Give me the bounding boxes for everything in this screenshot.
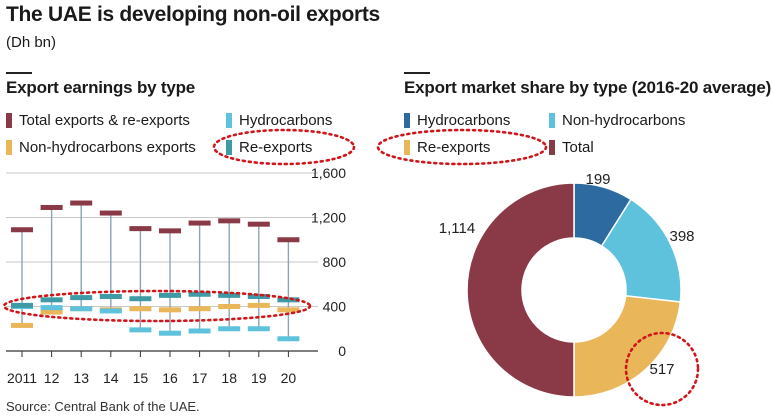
x-tick-label: 16 (162, 370, 178, 386)
hydrocarbons-mark (247, 326, 270, 332)
pie-legend-total: Total (549, 139, 594, 156)
y-tick-label: 400 (323, 299, 347, 315)
y-tick-label: 1,600 (311, 165, 346, 181)
y-tick-label: 0 (338, 343, 346, 359)
pie-legend-label-hydrocarbons: Hydrocarbons (417, 112, 511, 129)
x-tick-label: 2011 (7, 370, 37, 386)
x-tick-label: 17 (192, 370, 208, 386)
pie-slice-label: 1,114 (439, 220, 475, 237)
legend-total: Total exports & re-exports (6, 112, 190, 129)
legend-re-exports: Re-exports (226, 139, 312, 156)
re-exports-mark (188, 291, 211, 297)
x-tick-label: 14 (103, 370, 119, 386)
pie-legend-swatch-hydrocarbons (404, 113, 410, 128)
pie-legend-swatch-total (549, 140, 555, 155)
pie-legend-label-re-exports: Re-exports (417, 139, 491, 156)
re-exports-mark (277, 297, 300, 303)
x-tick-label: 13 (73, 370, 89, 386)
non-hydrocarbons-mark (159, 307, 181, 313)
pie-legend-hydrocarbons: Hydrocarbons (404, 112, 510, 129)
hydrocarbons-mark (277, 336, 300, 342)
x-tick-label: 12 (44, 370, 60, 386)
re-exports-highlight-ellipse (2, 289, 312, 323)
total-mark (159, 228, 181, 234)
total-mark (70, 200, 93, 206)
page-title: The UAE is developing non-oil exports (6, 3, 380, 26)
pie-slice-label: 199 (585, 171, 610, 188)
re-exports-mark (159, 292, 181, 298)
legend-hydrocarbons: Hydrocarbons (226, 112, 332, 129)
y-tick-label: 1,200 (311, 210, 346, 226)
legend-label-total: Total exports & re-exports (19, 112, 190, 129)
x-tick-label: 20 (281, 370, 297, 386)
legend-label-hydrocarbons: Hydrocarbons (239, 112, 333, 129)
total-mark (40, 204, 63, 210)
non-hydrocarbons-mark (247, 302, 270, 308)
re-exports-mark (11, 302, 33, 308)
non-hydrocarbons-mark (277, 307, 300, 313)
non-hydrocarbons-mark (11, 322, 33, 328)
pie-legend-label-total: Total (562, 139, 594, 156)
total-mark (218, 218, 241, 224)
pie-legend-re-exports: Re-exports (404, 139, 490, 156)
pie-slice-label: 398 (669, 228, 694, 245)
total-mark (11, 227, 33, 233)
hydrocarbons-mark (218, 326, 241, 332)
pie-legend-label-non-hydrocarbons: Non-hydrocarbons (562, 112, 686, 129)
source-note: Source: Central Bank of the UAE. (6, 399, 200, 414)
legend-swatch-total (6, 113, 12, 128)
total-mark (277, 237, 300, 243)
pie-legend-non-hydrocarbons: Non-hydrocarbons (549, 112, 685, 129)
left-chart-title: Export earnings by type (6, 78, 196, 97)
pie-slice-label: 517 (649, 361, 674, 378)
hydrocarbons-mark (159, 330, 181, 336)
legend-swatch-hydrocarbons (226, 113, 232, 128)
non-hydrocarbons-mark (129, 306, 152, 312)
pie-legend-highlight (376, 128, 548, 166)
left-panel-rule (6, 72, 32, 74)
non-hydrocarbons-mark (40, 309, 63, 315)
re-exports-mark (247, 293, 270, 299)
y-tick-label: 800 (323, 254, 347, 270)
page-subtitle: (Dh bn) (6, 34, 57, 51)
legend-swatch-non-hydrocarbons (6, 140, 12, 155)
re-exports-mark (40, 297, 63, 303)
pie-label-highlight (624, 331, 700, 407)
pie-legend-swatch-non-hydrocarbons (549, 113, 555, 128)
hydrocarbons-mark (188, 328, 211, 334)
re-exports-mark (70, 295, 93, 301)
hydrocarbons-mark (70, 306, 93, 312)
re-exports-legend-highlight (212, 128, 356, 166)
pie-slice-total (466, 182, 575, 398)
x-tick-label: 15 (133, 370, 149, 386)
non-hydrocarbons-mark (188, 306, 211, 312)
legend-swatch-re-exports (226, 140, 232, 155)
hydrocarbons-mark (99, 308, 122, 314)
legend-label-non-hydrocarbons: Non-hydrocarbons exports (19, 139, 196, 156)
re-exports-mark (99, 293, 122, 299)
total-mark (188, 220, 211, 226)
legend-label-re-exports: Re-exports (239, 139, 313, 156)
legend-non-hydrocarbons: Non-hydrocarbons exports (6, 139, 196, 156)
hydrocarbons-mark (129, 327, 152, 333)
re-exports-mark (218, 292, 241, 298)
total-mark (247, 221, 270, 227)
pie-slice-re-exports (573, 295, 682, 398)
x-tick-label: 18 (221, 370, 237, 386)
hydrocarbons-mark (40, 305, 63, 311)
total-mark (99, 210, 122, 216)
re-exports-mark (129, 296, 152, 302)
non-hydrocarbons-mark (218, 304, 241, 309)
pie-legend-swatch-re-exports (404, 140, 410, 155)
right-panel-rule (404, 72, 430, 74)
total-mark (129, 226, 152, 232)
right-chart-title: Export market share by type (2016-20 ave… (404, 78, 772, 97)
x-tick-label: 19 (251, 370, 267, 386)
